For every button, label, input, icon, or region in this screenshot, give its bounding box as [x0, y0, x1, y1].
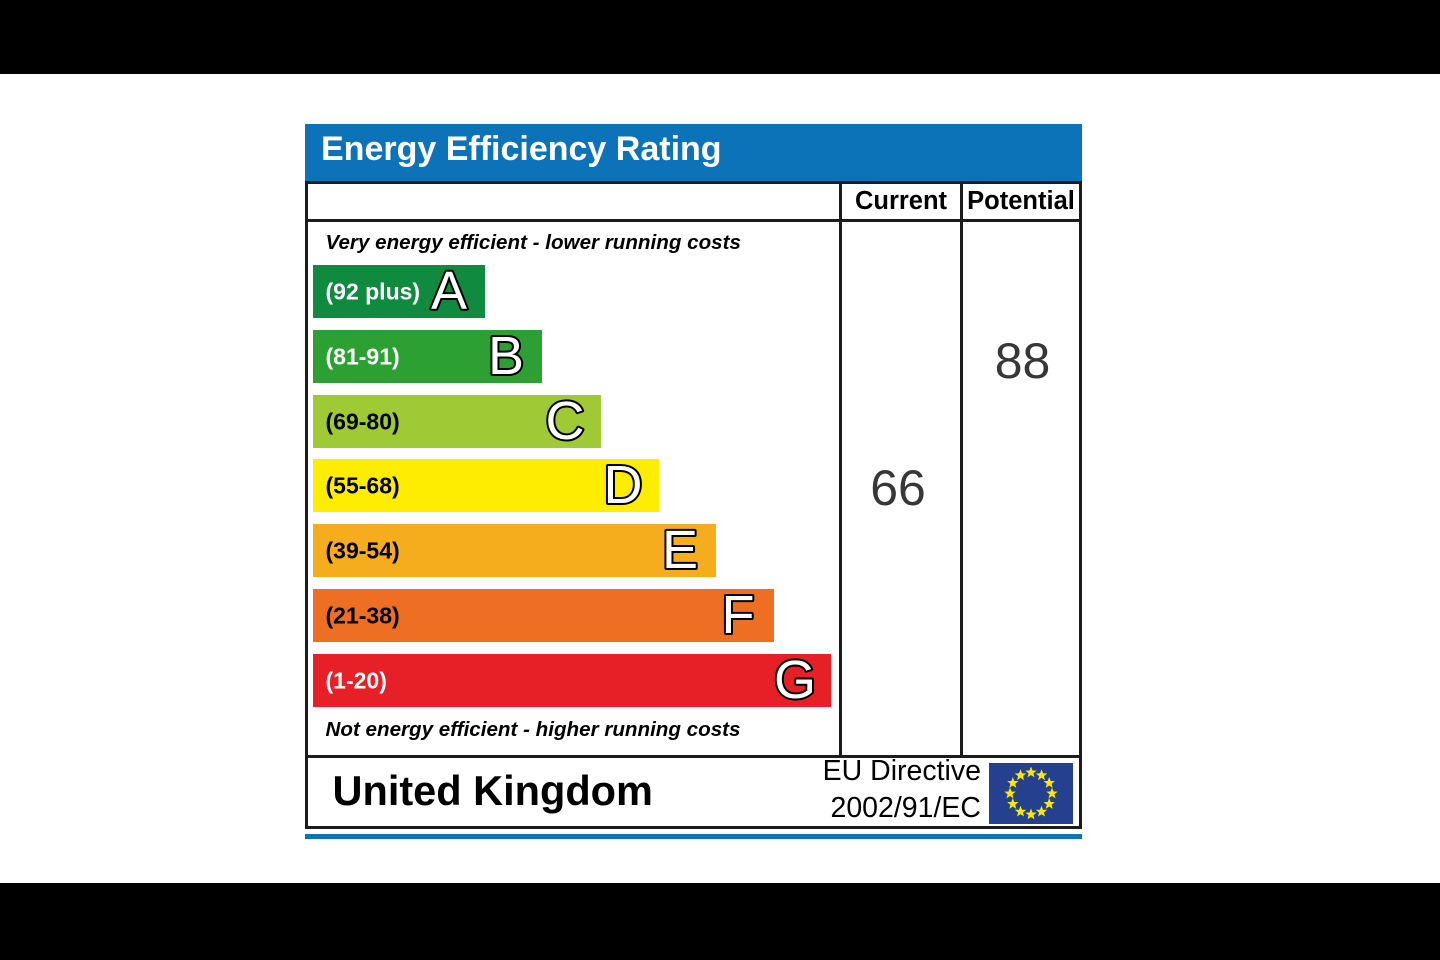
svg-text:A: A — [430, 261, 466, 319]
svg-text:G: G — [773, 650, 815, 708]
svg-text:B: B — [487, 326, 523, 384]
svg-text:D: D — [603, 455, 642, 513]
svg-text:F: F — [721, 585, 754, 643]
svg-text:C: C — [545, 391, 584, 449]
svg-text:E: E — [661, 520, 697, 578]
